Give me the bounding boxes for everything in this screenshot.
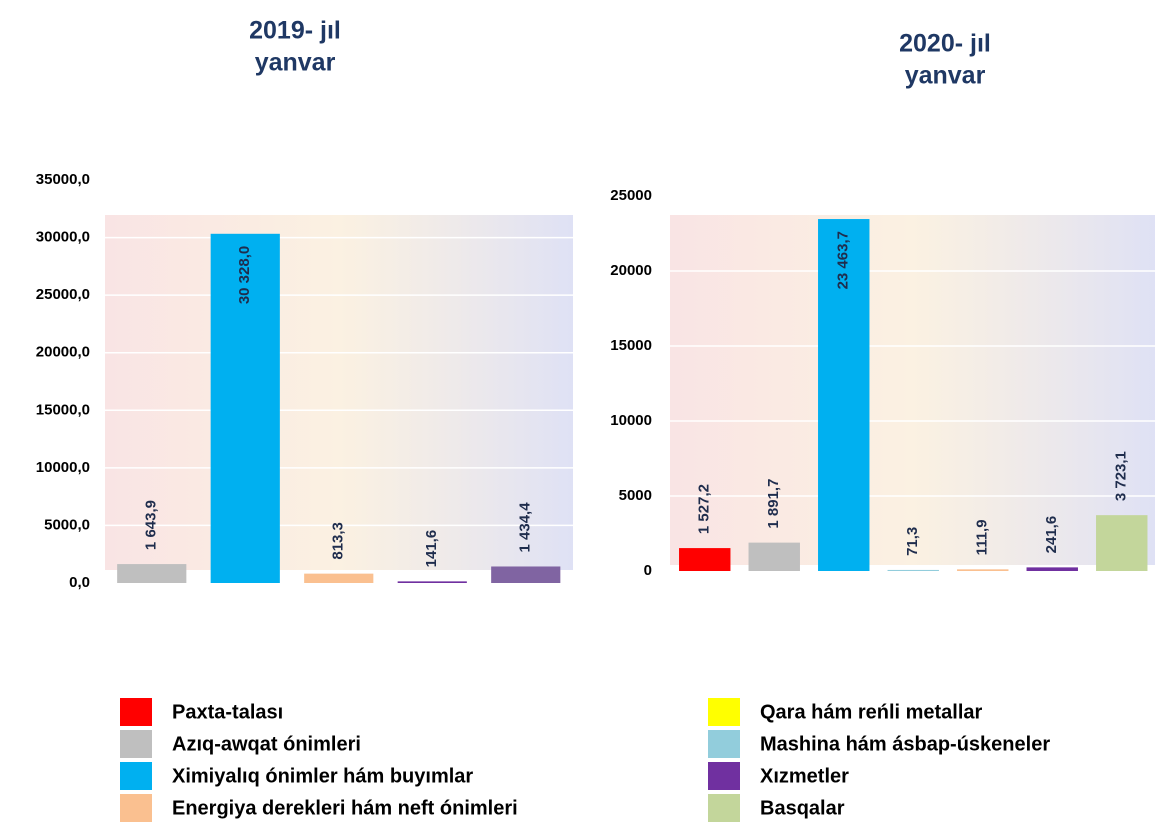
y-tick-label: 30000,0 (36, 229, 90, 246)
chart-title: yanvar (905, 62, 986, 90)
map-background (670, 215, 1155, 565)
value-label: 1 643,9 (143, 500, 160, 550)
bar (1026, 567, 1078, 571)
chart-title: 2019- jıl (249, 17, 341, 45)
y-tick-label: 0 (644, 562, 652, 579)
y-tick-label: 0,0 (69, 574, 90, 591)
value-label: 813,3 (330, 522, 347, 560)
bar (117, 564, 187, 583)
y-tick-label: 10000 (610, 412, 652, 429)
bar (887, 569, 939, 571)
map-background (105, 215, 573, 570)
bar (1096, 515, 1148, 571)
legend-swatch (120, 730, 152, 758)
bar (397, 581, 467, 583)
value-label: 1 434,4 (517, 502, 534, 553)
legend-swatch (120, 698, 152, 726)
y-tick-label: 20000,0 (36, 344, 90, 361)
bar (748, 542, 800, 571)
legend-swatch (120, 762, 152, 790)
legend-label: Mashina hám ásbap-úskeneler (760, 733, 1050, 755)
y-tick-label: 15000 (610, 337, 652, 354)
chart-title: yanvar (255, 49, 336, 77)
legend-label: Basqalar (760, 797, 845, 819)
bar (679, 548, 731, 571)
legend-swatch (708, 794, 740, 822)
legend-swatch (708, 762, 740, 790)
bar (818, 219, 870, 571)
y-tick-label: 25000 (610, 187, 652, 204)
legend-label: Qara hám reńli metallar (760, 701, 983, 723)
y-tick-label: 5000 (619, 487, 652, 504)
value-label: 23 463,7 (835, 231, 852, 289)
value-label: 30 328,0 (236, 246, 253, 304)
legend-swatch (708, 698, 740, 726)
legend-label: Paxta-talası (172, 701, 283, 723)
bar (210, 233, 280, 583)
chart-title: 2020- jıl (899, 30, 991, 58)
y-tick-label: 10000,0 (36, 459, 90, 476)
legend-label: Ximiyalıq ónimler hám buyımlar (172, 765, 473, 787)
value-label: 141,6 (423, 530, 440, 568)
legend-label: Xızmetler (760, 765, 849, 787)
value-label: 3 723,1 (1113, 451, 1130, 501)
value-label: 1 891,7 (765, 479, 782, 529)
y-tick-label: 25000,0 (36, 286, 90, 303)
value-label: 71,3 (904, 527, 921, 556)
bar (957, 569, 1009, 571)
legend-swatch (120, 794, 152, 822)
value-label: 111,9 (974, 519, 991, 555)
y-tick-label: 5000,0 (44, 516, 90, 533)
bar (304, 573, 374, 583)
value-label: 241,6 (1043, 516, 1060, 554)
y-tick-label: 35000,0 (36, 171, 90, 188)
legend-label: Energiya derekleri hám neft ónimleri (172, 797, 518, 819)
bar (491, 566, 561, 583)
value-label: 1 527,2 (696, 484, 713, 534)
legend-swatch (708, 730, 740, 758)
y-tick-label: 20000 (610, 262, 652, 279)
y-tick-label: 15000,0 (36, 401, 90, 418)
legend-label: Azıq-awqat ónimleri (172, 733, 361, 755)
